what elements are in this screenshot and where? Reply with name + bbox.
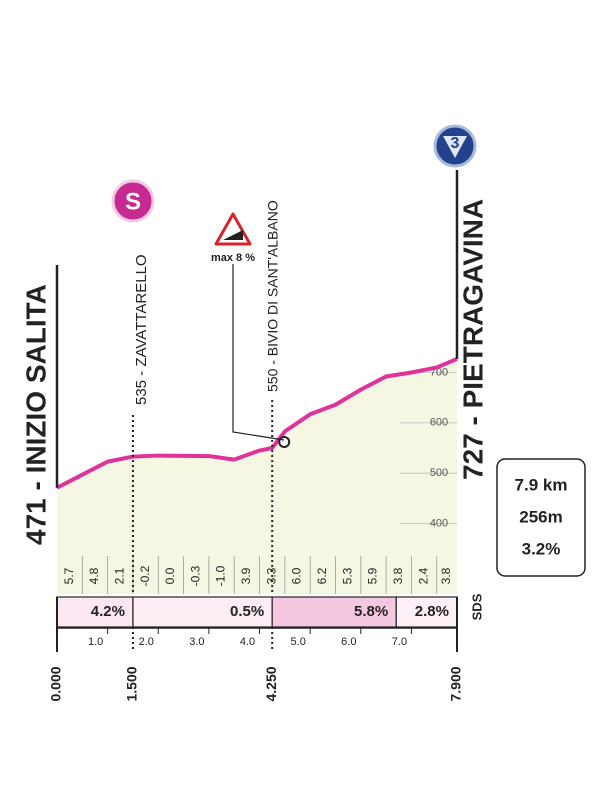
segment-gradient: -0.3: [188, 565, 202, 586]
segment-gradient: 6.2: [315, 567, 329, 584]
segment-gradient: 5.3: [340, 567, 354, 584]
kom-triangle: [443, 136, 467, 158]
segment-gradient: 4.8: [87, 567, 101, 584]
x-tick-label: 3.0: [189, 636, 204, 648]
segment-gradient: 5.9: [366, 567, 380, 584]
kom-icon-text: 3: [451, 135, 460, 152]
segment-gradient: 6.0: [290, 567, 304, 584]
landmark-label: 471 - INIZIO SALITA: [20, 284, 51, 545]
summary-elevation: 256m: [519, 507, 562, 526]
max-gradient-pointer: [232, 264, 285, 441]
landmark-label: 727 - PIETRAGAVINA: [457, 199, 488, 480]
summary-distance: 7.9 km: [515, 475, 568, 494]
segment-gradient: 3.8: [391, 567, 405, 584]
landmark-label: 535 - ZAVATTARELLO: [133, 254, 150, 405]
max-gradient-point: [278, 436, 291, 449]
summary-box: 7.9 km 256m 3.2%: [496, 458, 586, 577]
segment-gradient: 2.1: [112, 567, 126, 584]
sector-label: 5.8%: [354, 603, 388, 620]
distance-label: 0.000: [48, 666, 64, 701]
distance-label: 1.500: [124, 666, 140, 701]
sector-label: 2.8%: [415, 603, 449, 620]
sector-label: 0.5%: [230, 603, 264, 620]
profile-line: [56, 357, 458, 490]
segment-gradient: -1.0: [214, 565, 228, 586]
x-tick-label: 1.0: [88, 636, 103, 648]
y-tick-label: 600: [430, 417, 448, 429]
x-tick-label: 2.0: [139, 636, 154, 648]
max-gradient-label: max 8 %: [211, 252, 255, 264]
warning-slope: [223, 230, 243, 240]
segment-gradient: 5.7: [62, 567, 76, 584]
kom-icon: 3: [433, 124, 477, 168]
distance-label: 4.250: [263, 666, 279, 701]
max-gradient-sign: max 8 %: [211, 212, 285, 441]
start-icon-text: S: [125, 188, 141, 215]
y-tick-label: 400: [430, 517, 448, 529]
x-tick-label: 7.0: [392, 636, 407, 648]
distance-label: 7.900: [448, 666, 464, 701]
landmark-label: 550 - BIVIO DI SANT'ALBANO: [265, 200, 281, 392]
summary-frame: [496, 458, 586, 577]
segment-gradient: 3.9: [239, 567, 253, 584]
area-fill: [57, 358, 457, 594]
sector-label: 4.2%: [91, 603, 125, 620]
x-tick-label: 5.0: [291, 636, 306, 648]
plot: 4005006007005.74.82.1-0.20.0-0.3-1.03.93…: [20, 170, 488, 702]
x-tick-label: 4.0: [240, 636, 255, 648]
x-tick-label: 6.0: [341, 636, 356, 648]
segment-gradient: 2.4: [416, 567, 430, 584]
segment-gradient: -0.2: [138, 565, 152, 586]
summary-gradient: 3.2%: [522, 539, 561, 558]
sector-box: [395, 596, 458, 628]
y-tick-label: 500: [430, 467, 448, 479]
logo: SDS: [469, 593, 484, 620]
segment-gradient: 0.0: [163, 567, 177, 584]
start-badge: [111, 179, 155, 223]
start-icon: S: [111, 179, 155, 223]
segment-gradient: 3.8: [439, 567, 453, 584]
